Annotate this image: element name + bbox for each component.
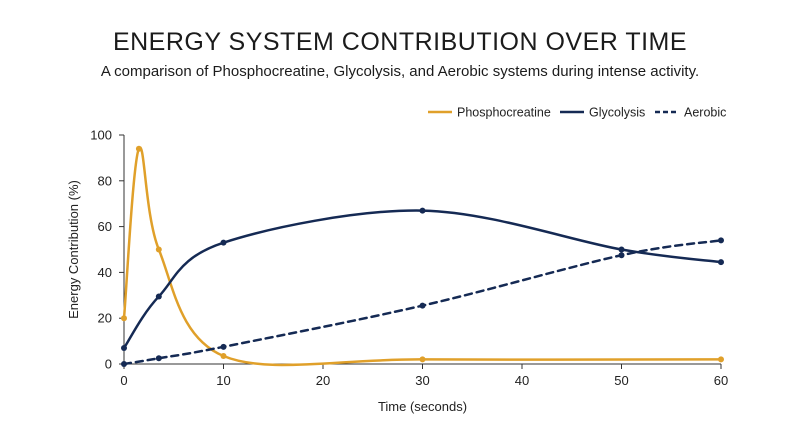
glycolysis-point (718, 259, 724, 266)
y-tick-label: 60 (98, 219, 112, 234)
x-tick-label: 60 (714, 373, 728, 388)
legend-label-aerobic: Aerobic (684, 106, 726, 120)
y-tick-label: 20 (98, 311, 112, 326)
aerobic-point (419, 302, 426, 309)
glycolysis-point (155, 293, 162, 300)
aerobic-point (718, 237, 724, 244)
y-tick-label: 100 (90, 128, 112, 143)
aerobic-line (122, 239, 723, 366)
x-tick-label: 20 (316, 373, 330, 388)
legend-label-phosphocreatine: Phosphocreatine (457, 106, 551, 120)
phosphocreatine-point (718, 356, 724, 363)
x-axis-label: Time (seconds) (378, 399, 467, 414)
aerobic-point (618, 252, 625, 259)
x-tick-label: 40 (515, 373, 529, 388)
x-tick-label: 0 (120, 373, 127, 388)
series-points (121, 145, 724, 367)
x-tick-label: 30 (415, 373, 429, 388)
glycolysis-point (220, 239, 227, 246)
glycolysis-line (122, 209, 723, 350)
x-tick-label: 50 (614, 373, 628, 388)
y-axis-label: Energy Contribution (%) (66, 180, 81, 319)
aerobic-point (155, 355, 162, 362)
legend-label-glycolysis: Glycolysis (589, 106, 645, 120)
aerobic-point (220, 343, 227, 350)
chart-subtitle: A comparison of Phosphocreatine, Glycoly… (100, 63, 700, 80)
x-tick-label: 10 (216, 373, 230, 388)
phosphocreatine-point (135, 145, 142, 152)
aerobic-point (121, 361, 127, 367)
glycolysis-point (419, 207, 426, 214)
series-lines (122, 146, 723, 367)
y-tick-label: 40 (98, 265, 112, 280)
chart-title: ENERGY SYSTEM CONTRIBUTION OVER TIME (112, 28, 688, 56)
axes (123, 135, 721, 365)
y-tick-label: 80 (98, 173, 112, 188)
phosphocreatine-point (220, 352, 227, 359)
phosphocreatine-point (155, 246, 162, 253)
x-ticks: 0 10 20 30 40 50 60 (120, 364, 728, 388)
phosphocreatine-point (121, 315, 127, 322)
y-ticks: 0 20 40 60 80 100 (90, 128, 124, 372)
phosphocreatine-line (122, 146, 723, 367)
glycolysis-point (618, 246, 625, 253)
glycolysis-point (121, 344, 127, 351)
legend: Phosphocreatine Glycolysis Aerobic (428, 106, 726, 120)
phosphocreatine-point (419, 356, 426, 363)
y-tick-label: 0 (105, 357, 112, 372)
